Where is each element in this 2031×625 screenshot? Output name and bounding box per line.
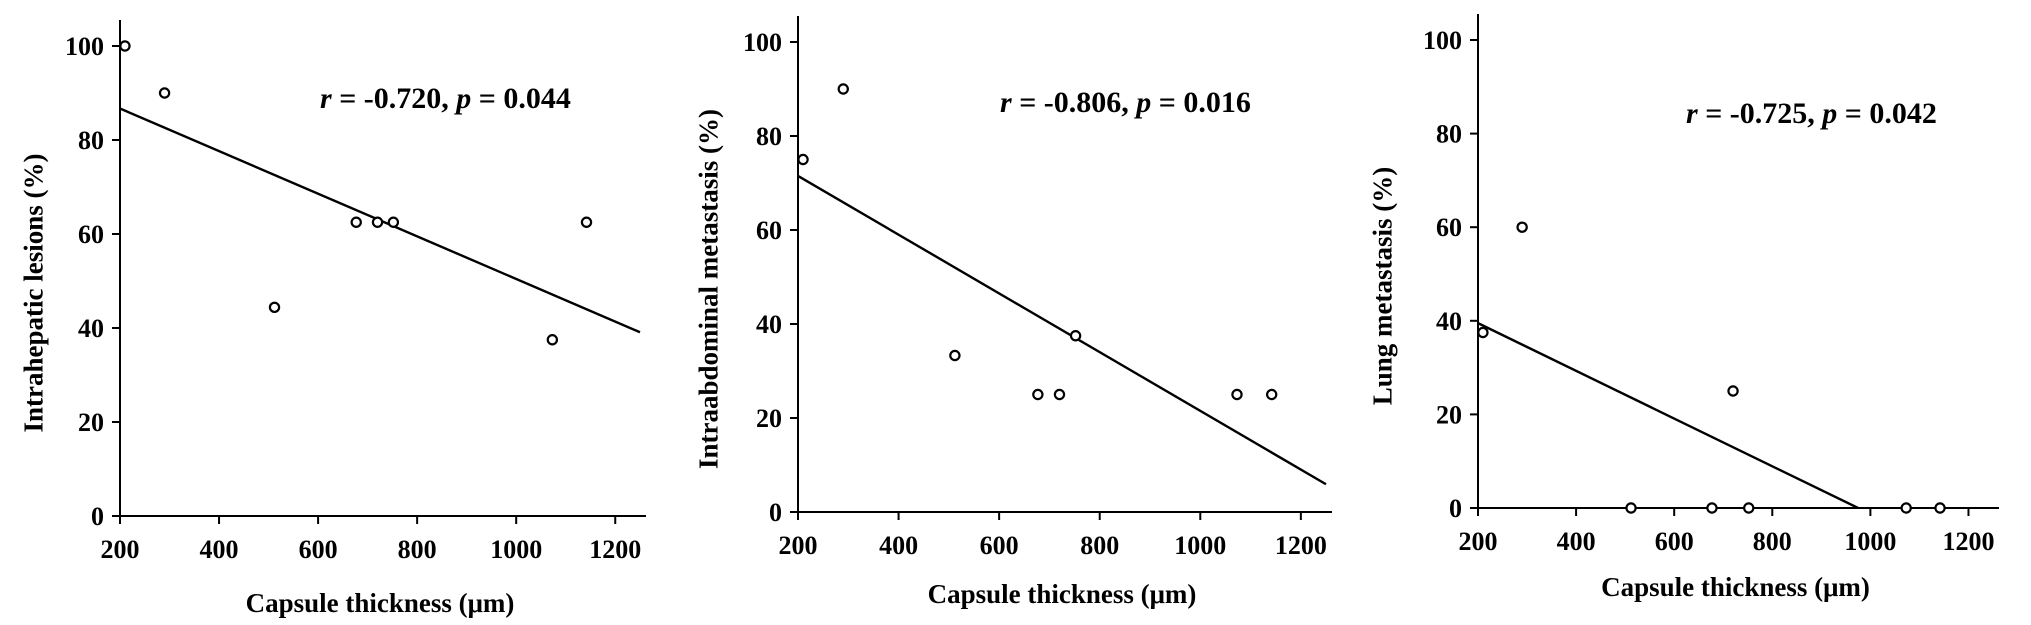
y-tick-label: 40 <box>1436 307 1462 336</box>
x-tick-label: 1000 <box>1844 527 1896 556</box>
panel-lung-metastasis: 0 20 40 60 80 100 200 400 600 800 1000 1200 Capsule … <box>1367 14 1999 602</box>
data-point <box>1032 388 1044 401</box>
y-axis-label: Intrahepatic lesions (%) <box>18 154 48 433</box>
data-point <box>387 216 400 228</box>
x-tick-label: 1200 <box>1275 531 1327 560</box>
data-point <box>119 40 131 52</box>
y-tick-label: 100 <box>743 28 782 57</box>
data-point <box>797 153 809 166</box>
y-tick-label: 40 <box>756 310 782 339</box>
data-point <box>1053 388 1066 401</box>
y-tick-label: 80 <box>756 122 782 151</box>
x-tick-label: 200 <box>1459 527 1498 556</box>
y-tick-label: 100 <box>65 32 104 61</box>
x-axis-label: Capsule thickness (μm) <box>246 588 515 618</box>
data-point <box>158 87 171 99</box>
x-tick-label: 800 <box>1080 531 1119 560</box>
y-tick-label: 60 <box>756 216 782 245</box>
y-tick-label: 60 <box>1436 213 1462 242</box>
y-tick-label: 80 <box>1436 120 1462 149</box>
x-tick-label: 400 <box>1557 527 1596 556</box>
y-tick-label: 40 <box>78 314 104 343</box>
regression-line <box>797 174 1327 486</box>
data-point <box>546 334 559 346</box>
regression-line <box>1477 322 1859 510</box>
correlation-annotation: r = -0.725, p = 0.042 <box>1686 97 1937 130</box>
x-tick-label: 1000 <box>490 535 542 564</box>
x-tick-label: 600 <box>1655 527 1694 556</box>
y-axis-label: Intraabdominal metastasis (%) <box>693 109 723 469</box>
x-tick-label: 600 <box>299 535 338 564</box>
x-tick-label: 1200 <box>1942 527 1994 556</box>
data-point <box>1706 502 1718 514</box>
x-tick-label: 400 <box>200 535 239 564</box>
data-point <box>1934 502 1946 514</box>
x-tick-label: 1200 <box>589 535 641 564</box>
data-point <box>1265 388 1278 401</box>
correlation-annotation: r = -0.720, p = 0.044 <box>320 82 571 115</box>
data-point <box>580 216 593 228</box>
y-tick-label: 100 <box>1423 26 1462 55</box>
data-point <box>1727 385 1739 397</box>
data-point <box>1231 388 1243 401</box>
x-axis-label: Capsule thickness (μm) <box>1601 572 1870 602</box>
y-tick-label: 0 <box>91 502 104 531</box>
x-tick-label: 600 <box>980 531 1019 560</box>
data-point <box>1516 221 1528 233</box>
data-point <box>1900 502 1912 514</box>
x-tick-label: 800 <box>398 535 437 564</box>
data-point <box>268 301 281 314</box>
data-point <box>837 83 849 95</box>
data-point <box>350 216 362 228</box>
x-axis-label: Capsule thickness (μm) <box>928 579 1197 609</box>
y-tick-label: 0 <box>1449 494 1462 523</box>
data-point <box>1477 326 1489 339</box>
y-axis-label: Lung metastasis (%) <box>1367 167 1397 406</box>
y-tick-label: 60 <box>78 220 104 249</box>
x-tick-label: 1000 <box>1174 531 1226 560</box>
y-tick-label: 0 <box>769 498 782 527</box>
x-tick-label: 200 <box>101 535 140 564</box>
data-point <box>1069 330 1082 342</box>
data-point <box>371 216 384 228</box>
x-tick-label: 200 <box>779 531 818 560</box>
data-point <box>949 349 961 362</box>
data-point <box>1625 502 1637 514</box>
x-tick-label: 800 <box>1753 527 1792 556</box>
y-tick-label: 20 <box>756 404 782 433</box>
panel-intrahepatic-lesions: 0 20 40 60 80 100 200 400 600 800 1000 1200 Capsule … <box>18 20 646 618</box>
data-point <box>1743 502 1755 514</box>
correlation-annotation: r = -0.806, p = 0.016 <box>1000 86 1251 119</box>
y-tick-label: 80 <box>78 126 104 155</box>
panel-intraabdominal-metastasis: 0 20 40 60 80 100 200 400 600 800 1000 1200 Capsule … <box>693 16 1332 609</box>
x-tick-label: 400 <box>879 531 918 560</box>
y-tick-label: 20 <box>1436 400 1462 429</box>
y-tick-label: 20 <box>78 408 104 437</box>
